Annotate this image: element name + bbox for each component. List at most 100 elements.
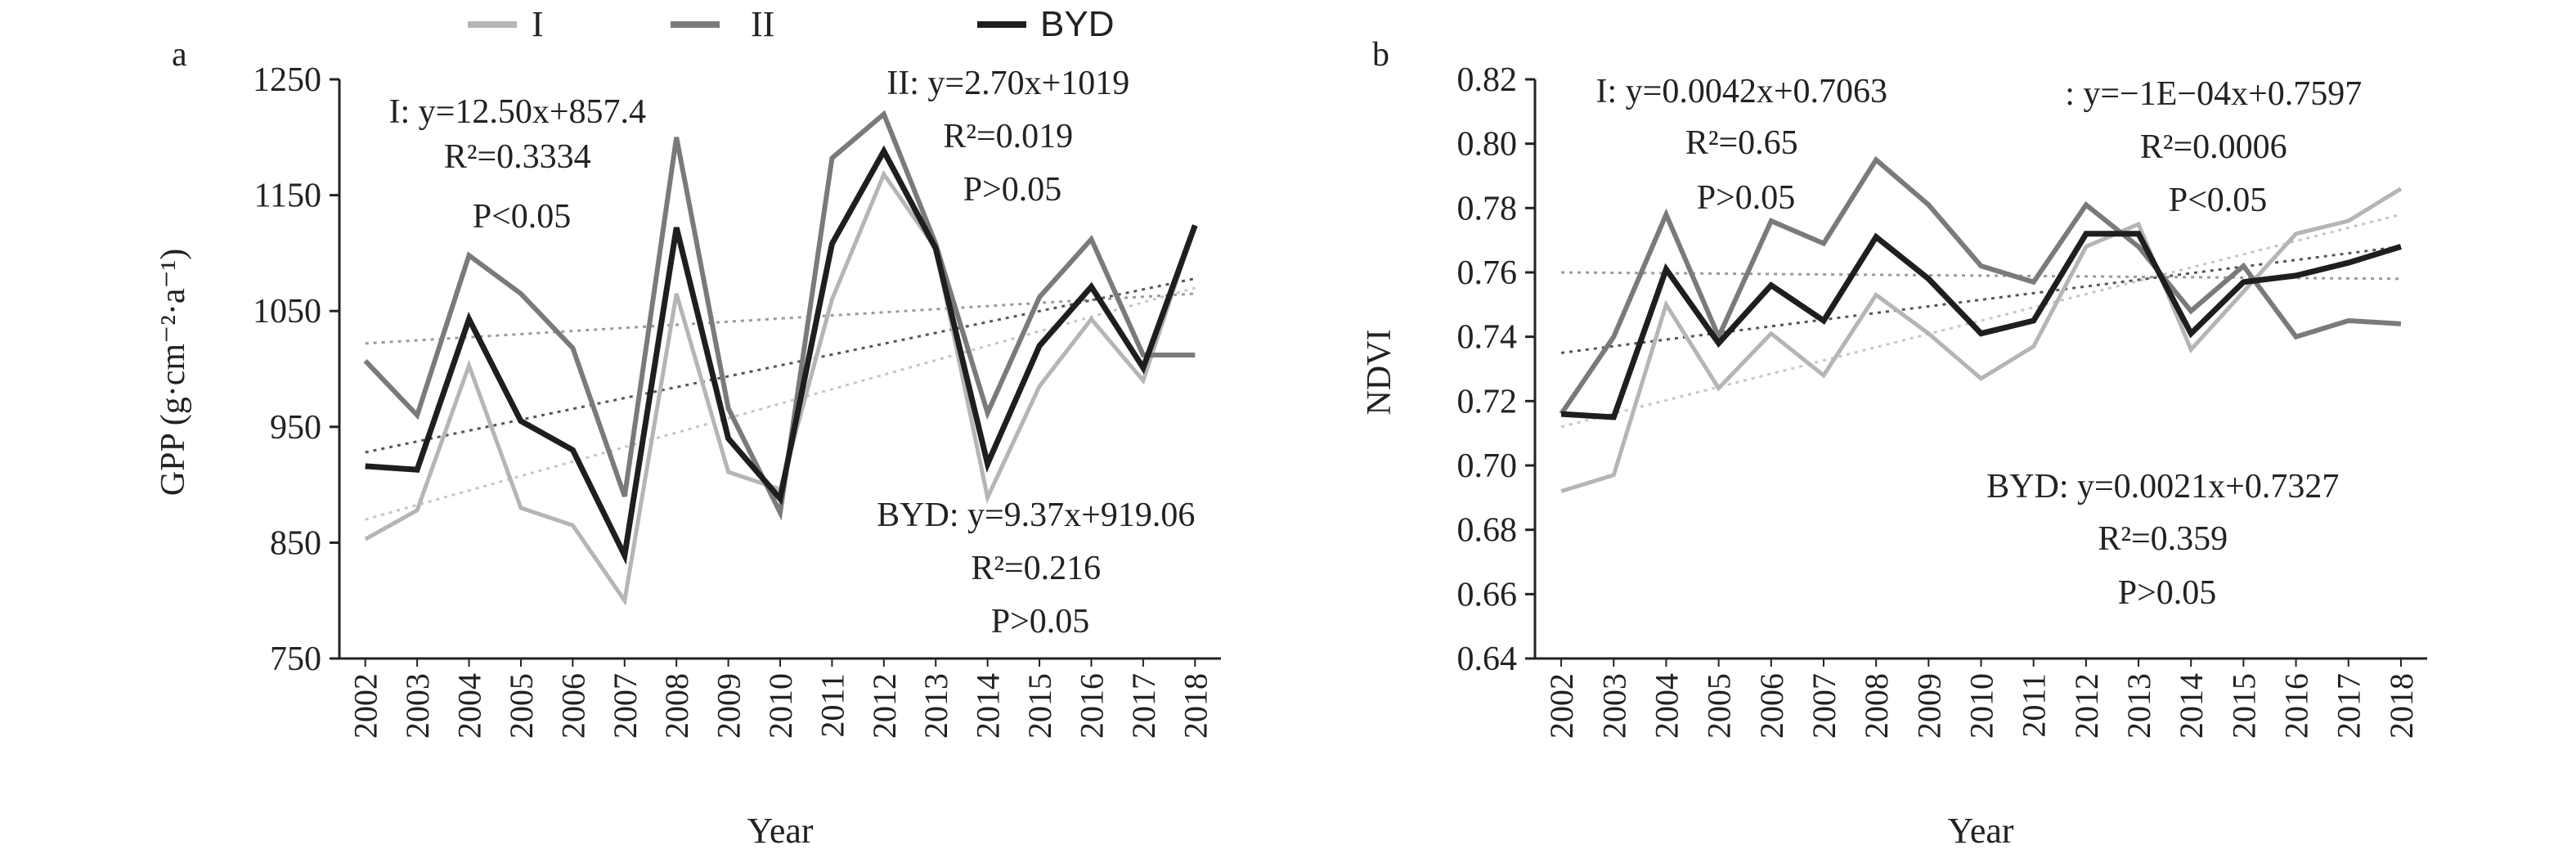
x-tick-label-a: 2006 (554, 673, 591, 739)
axes-a (330, 78, 1221, 667)
x-tick-label-b: 2015 (2225, 673, 2262, 739)
y-tick-label-b: 0.76 (1457, 254, 1518, 292)
y-tick-label-a: 1050 (253, 293, 321, 330)
x-tick-labels-a: 2002 2003 2004 2005 2006 2007 2008 2009 2010 2011… (348, 673, 1214, 739)
annotation-a-i-line1: I: y=12.50x+857.4 (388, 93, 646, 131)
annotation-b-i-line2: R²=0.65 (1685, 124, 1798, 162)
y-tick-label-a: 950 (270, 409, 321, 447)
y-tick-label-b: 0.70 (1457, 447, 1518, 485)
x-tick-label-a: 2005 (503, 673, 540, 739)
series-line-b-ii (1559, 155, 2402, 416)
legend-item-ii: II (671, 4, 774, 44)
x-tick-label-a: 2003 (399, 673, 436, 739)
x-tick-label-a: 2015 (1021, 673, 1058, 739)
annotation-a-byd: BYD: y=9.37x+919.06 R²=0.216 P>0.05 (877, 497, 1204, 641)
x-tick-label-b: 2010 (1963, 673, 2000, 739)
y-tick-label-b: 0.74 (1457, 319, 1518, 357)
annotation-a-byd-line3: P>0.05 (991, 603, 1090, 641)
panel-a: a GPP (g·cm⁻²·a⁻¹) Year 750 850 950 1050 115… (155, 36, 1221, 851)
x-tick-label-b: 2018 (2383, 673, 2420, 739)
trendline-b-ii (1561, 271, 2401, 281)
x-tick-label-b: 2013 (2120, 673, 2157, 739)
legend-item-byd: BYD (977, 4, 1114, 44)
x-tick-label-a: 2002 (348, 673, 384, 739)
legend-label-byd: BYD (1040, 4, 1114, 44)
panel-label-b: b (1372, 36, 1389, 74)
x-tick-label-b: 2003 (1595, 673, 1632, 739)
y-axis-label-a: GPP (g·cm⁻²·a⁻¹) (155, 249, 192, 496)
x-tick-label-b: 2005 (1701, 673, 1738, 739)
legend-label-ii: II (751, 4, 774, 44)
x-axis-label-b: Year (1947, 811, 2013, 851)
annotation-b-byd: BYD: y=0.0021x+0.7327 R²=0.359 P>0.05 (1986, 468, 2348, 612)
x-tick-label-a: 2016 (1073, 673, 1110, 739)
annotation-b-i-line1: I: y=0.0042x+0.7063 (1595, 73, 1887, 110)
x-tick-label-b: 2008 (1858, 673, 1895, 739)
axes-b (1525, 78, 2427, 667)
x-tick-label-b: 2012 (2068, 673, 2105, 739)
y-tick-label-b: 0.80 (1457, 126, 1518, 164)
x-tick-label-a: 2012 (866, 673, 903, 739)
series-line-b-i (1560, 187, 2403, 493)
x-tick-label-a: 2010 (762, 673, 799, 739)
panel-label-a: a (172, 36, 187, 74)
x-tick-label-b: 2007 (1806, 673, 1842, 739)
y-tick-label-a: 1250 (253, 61, 321, 99)
annotation-b-i: I: y=0.0042x+0.7063 R²=0.65 P>0.05 (1595, 73, 1896, 217)
x-tick-label-a: 2014 (970, 673, 1007, 739)
annotation-b-byd-line1: BYD: y=0.0021x+0.7327 (1986, 468, 2339, 506)
y-tick-labels-a: 750 850 950 1050 1150 1250 (253, 61, 321, 678)
annotation-a-i-line2: R²=0.3334 (444, 138, 591, 176)
annotation-a-ii-line1: II: y=2.70x+1019 (886, 65, 1129, 102)
x-axis-label-a: Year (747, 811, 813, 851)
y-tick-label-a: 750 (270, 641, 321, 678)
x-tick-labels-b: 2002 2003 2004 2005 2006 2007 2008 2009 2010 2011… (1543, 673, 2420, 739)
y-tick-labels-b: 0.64 0.66 0.68 0.70 0.72 0.74 0.76 0.78 0.80 0.82 (1457, 61, 1518, 678)
annotation-b-ii-line3: P<0.05 (2169, 182, 2268, 219)
series-line-a-byd (365, 145, 1198, 565)
annotation-a-ii-line2: R²=0.019 (943, 118, 1073, 155)
y-tick-label-a: 850 (270, 524, 321, 562)
annotation-a-i-line3: P<0.05 (473, 198, 572, 236)
annotation-b-ii-line1: : y=−1E−04x+0.7597 (2065, 75, 2362, 113)
series-line-a-ii (363, 110, 1196, 521)
x-tick-label-a: 2004 (451, 673, 488, 739)
trendline-b-i (1560, 213, 2402, 429)
annotation-a-byd-line1: BYD: y=9.37x+919.06 (877, 497, 1195, 534)
series-lines-b (1559, 155, 2403, 493)
x-tick-label-a: 2017 (1125, 673, 1162, 739)
y-tick-label-a: 1150 (254, 178, 321, 215)
annotation-a-ii-line3: P>0.05 (963, 171, 1062, 209)
y-tick-label-b: 0.64 (1457, 641, 1518, 678)
x-tick-label-a: 2011 (814, 673, 850, 738)
annotation-a-ii: II: y=2.70x+1019 R²=0.019 P>0.05 (886, 65, 1138, 209)
y-tick-label-b: 0.68 (1457, 512, 1518, 550)
x-tick-label-b: 2006 (1753, 673, 1790, 739)
series-line-b-byd (1560, 231, 2402, 420)
x-tick-label-a: 2009 (711, 673, 747, 739)
x-tick-label-b: 2017 (2331, 673, 2367, 739)
annotation-b-ii: : y=−1E−04x+0.7597 R²=0.0006 P<0.05 (2065, 75, 2371, 219)
legend-item-i: I (468, 4, 544, 44)
series-lines-a (363, 110, 1198, 606)
x-tick-label-b: 2014 (2173, 673, 2210, 739)
y-tick-label-b: 0.78 (1457, 190, 1518, 227)
annotation-b-i-line3: P>0.05 (1697, 179, 1796, 217)
x-tick-label-b: 2011 (2016, 673, 2053, 738)
annotation-a-byd-line2: R²=0.216 (971, 550, 1101, 587)
x-tick-label-a: 2013 (918, 673, 954, 739)
x-tick-label-a: 2007 (607, 673, 644, 739)
annotation-b-byd-line3: P>0.05 (2118, 574, 2217, 612)
x-tick-label-b: 2002 (1543, 673, 1580, 739)
x-tick-label-b: 2009 (1910, 673, 1947, 739)
trendline-a-ii (365, 292, 1196, 345)
legend-label-i: I (532, 4, 544, 44)
panel-b: b NDVI Year 0.64 0.66 0.68 0.70 0.72 0.74 0.76… (1361, 36, 2427, 851)
y-tick-label-b: 0.72 (1457, 383, 1518, 420)
y-tick-label-b: 0.82 (1457, 61, 1518, 99)
annotation-b-byd-line2: R²=0.359 (2098, 520, 2228, 558)
legend: I II BYD (468, 4, 1114, 44)
y-axis-label-b: NDVI (1361, 330, 1398, 416)
annotation-b-ii-line2: R²=0.0006 (2140, 128, 2287, 166)
